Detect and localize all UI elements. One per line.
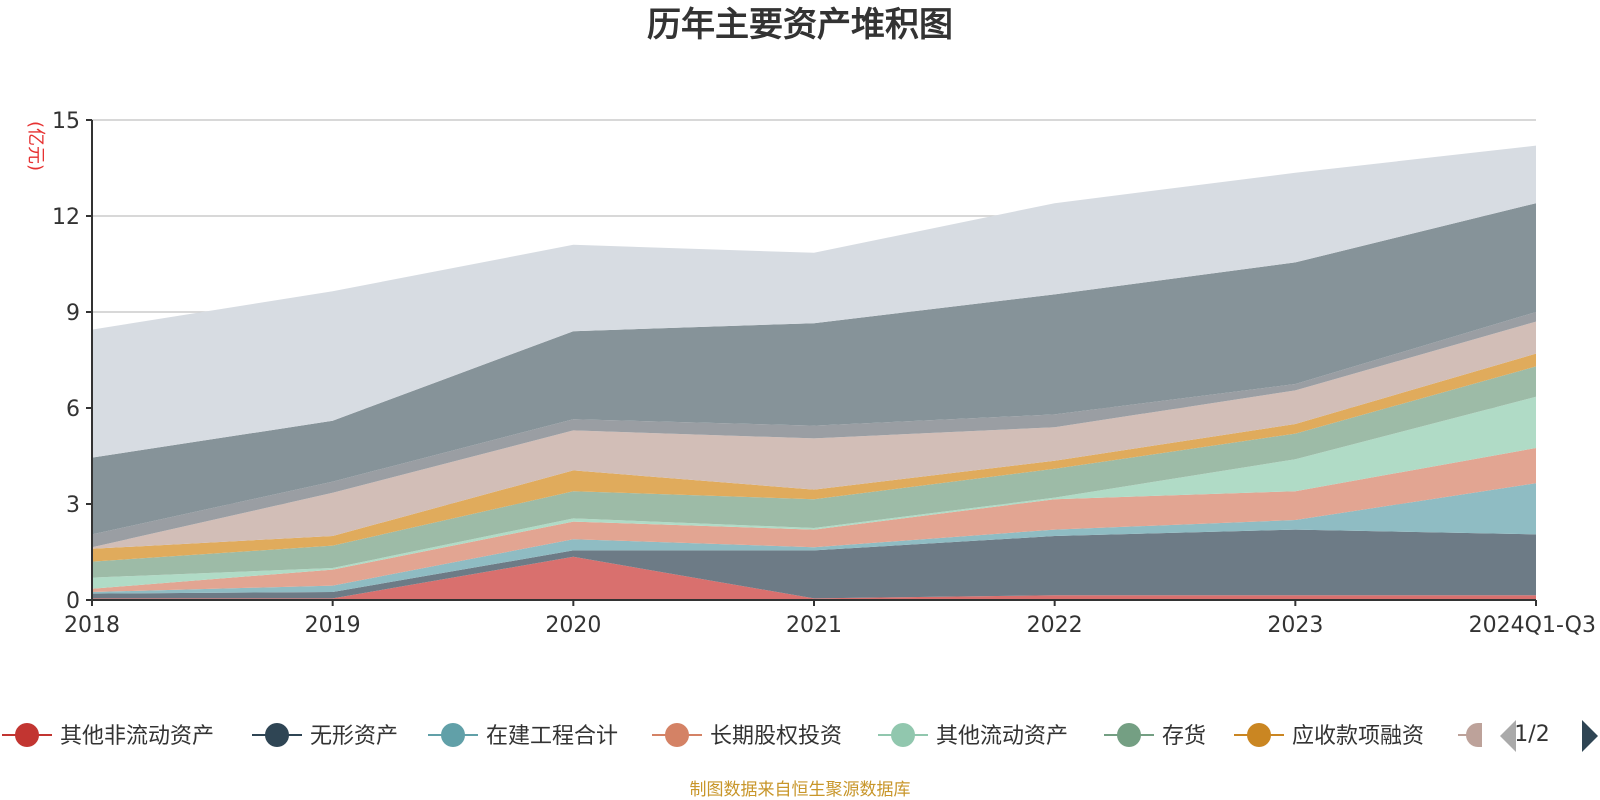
legend-next-arrow-icon[interactable] <box>1582 720 1598 752</box>
x-tick-label: 2024Q1-Q3 <box>1469 613 1596 638</box>
legend-page-indicator: 1/2 <box>1514 722 1549 747</box>
legend-marker-icon <box>441 723 465 747</box>
legend-item[interactable]: 长期股权投资 <box>652 723 842 749</box>
area-series <box>92 353 1536 562</box>
x-tick-label: 2023 <box>1267 613 1323 638</box>
legend-prev-arrow-icon[interactable] <box>1500 720 1516 752</box>
area-series <box>92 145 1536 458</box>
legend-marker-icon <box>891 723 915 747</box>
y-tick-label: 3 <box>66 493 80 518</box>
area-series <box>92 396 1536 589</box>
area-series <box>92 556 1536 600</box>
legend-marker-icon <box>1247 723 1271 747</box>
legend-item[interactable]: 应收款项融资 <box>1234 723 1424 749</box>
legend-marker-icon <box>1117 723 1141 747</box>
legend-marker-icon <box>265 723 289 747</box>
y-tick-label: 12 <box>52 205 80 230</box>
y-tick-label: 0 <box>66 589 80 614</box>
y-tick-label: 9 <box>66 301 80 326</box>
legend-item[interactable]: 无形资产 <box>252 723 398 749</box>
legend-item[interactable]: 其他非流动资产 <box>2 723 214 749</box>
legend-item[interactable]: 存货 <box>1104 723 1206 749</box>
area-series <box>92 529 1536 599</box>
legend-marker-icon <box>665 723 689 747</box>
y-tick-label: 6 <box>66 397 80 422</box>
x-tick-label: 2018 <box>64 613 120 638</box>
area-series-group <box>92 145 1536 600</box>
legend-label: 应收款项融资 <box>1292 724 1424 749</box>
y-tick-label: 15 <box>52 109 80 134</box>
legend-label: 无形资产 <box>310 724 398 749</box>
legend: 其他非流动资产 无形资产 在建工程合计 长期股权投资 其他流动资产 存货 应收款项融资 <box>2 723 1482 749</box>
y-axis-unit-label: (亿元) <box>25 121 46 171</box>
area-series <box>92 312 1536 548</box>
legend-marker-icon <box>15 723 39 747</box>
legend-label: 存货 <box>1162 724 1206 749</box>
data-source-note: 制图数据来自恒生聚源数据库 <box>690 780 911 800</box>
legend-label: 其他流动资产 <box>936 724 1068 749</box>
x-tick-label: 2020 <box>545 613 601 638</box>
x-tick-label: 2019 <box>305 613 361 638</box>
area-series <box>92 483 1536 594</box>
x-tick-label: 2021 <box>786 613 842 638</box>
x-tick-label: 2022 <box>1027 613 1083 638</box>
area-series <box>92 448 1536 592</box>
axes: 0 3 6 9 12 15 2018 2019 2020 2021 2022 2023 2024Q1-Q… <box>52 109 1596 638</box>
legend-partial-marker-icon <box>1466 723 1482 747</box>
legend-item[interactable]: 其他流动资产 <box>878 723 1068 749</box>
area-series <box>92 321 1536 549</box>
area-series <box>92 366 1536 578</box>
legend-label: 长期股权投资 <box>710 724 842 749</box>
legend-label: 在建工程合计 <box>486 724 618 749</box>
chart-title: 历年主要资产堆积图 <box>647 5 953 45</box>
area-series <box>92 203 1536 535</box>
legend-label: 其他非流动资产 <box>60 724 214 749</box>
legend-item[interactable]: 在建工程合计 <box>428 723 618 749</box>
